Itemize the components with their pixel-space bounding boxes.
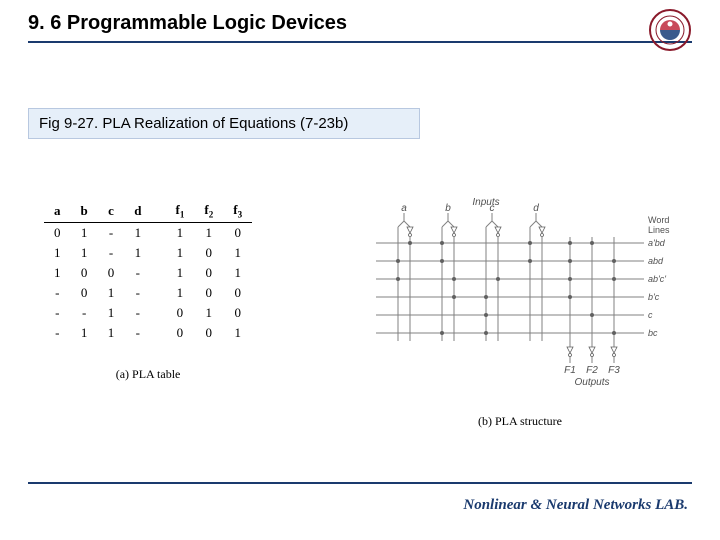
col-header: b [71, 200, 98, 222]
table-cell: 1 [165, 263, 194, 283]
footer-lab-name: Nonlinear & Neural Networks LAB. [463, 497, 688, 514]
table-cell: - [44, 323, 71, 343]
table-cell: 0 [194, 263, 223, 283]
svg-text:bc: bc [648, 328, 658, 338]
cell-gap [151, 243, 165, 263]
svg-text:Word: Word [648, 215, 669, 225]
svg-text:F3: F3 [608, 365, 620, 376]
table-cell: - [124, 263, 151, 283]
table-row: -01-100 [44, 283, 252, 303]
table-cell: 1 [98, 323, 125, 343]
table-row: 11-1101 [44, 243, 252, 263]
table-cell: 0 [44, 222, 71, 243]
table-cell: 0 [71, 283, 98, 303]
table-cell: 1 [223, 243, 252, 263]
table-cell: 0 [165, 303, 194, 323]
table-header-row: abcd f1f2f3 [44, 200, 252, 222]
table-block: abcdf1f2f3 01-111011-1101100-101-01-100-… [44, 200, 252, 382]
figure-caption-box: Fig 9-27. PLA Realization of Equations (… [28, 108, 420, 139]
table-caption: (a) PLA table [44, 367, 252, 382]
table-body: 01-111011-1101100-101-01-100--1-010-11-0… [44, 222, 252, 343]
col-gap [151, 200, 165, 222]
pla-structure-svg: Inputsabcda'bdabdab'c'b'ccbcWordLinesF1F… [360, 195, 680, 405]
svg-text:F2: F2 [586, 365, 598, 376]
table-cell: - [44, 303, 71, 323]
table-cell: - [98, 243, 125, 263]
table-cell: 1 [98, 303, 125, 323]
table-cell: 1 [165, 283, 194, 303]
table-cell: - [71, 303, 98, 323]
svg-text:Outputs: Outputs [574, 377, 609, 388]
table-cell: 0 [165, 323, 194, 343]
svg-text:F1: F1 [564, 365, 576, 376]
table-cell: 1 [98, 283, 125, 303]
table-cell: 0 [71, 263, 98, 283]
table-row: -11-001 [44, 323, 252, 343]
svg-text:a: a [401, 203, 407, 214]
svg-text:abd: abd [648, 256, 664, 266]
table-cell: 0 [223, 283, 252, 303]
table-cell: 1 [165, 222, 194, 243]
table-cell: 1 [194, 222, 223, 243]
svg-text:b'c: b'c [648, 292, 660, 302]
cell-gap [151, 303, 165, 323]
cell-gap [151, 323, 165, 343]
table-cell: - [44, 283, 71, 303]
footer-divider [28, 482, 692, 484]
pla-diagram: Inputsabcda'bdabdab'c'b'ccbcWordLinesF1F… [360, 195, 680, 429]
table-cell: 1 [71, 222, 98, 243]
table-cell: 1 [71, 323, 98, 343]
svg-text:a'bd: a'bd [648, 238, 666, 248]
table-cell: 1 [223, 263, 252, 283]
diagram-caption: (b) PLA structure [360, 414, 680, 429]
col-header: d [124, 200, 151, 222]
table-row: 01-1110 [44, 222, 252, 243]
table-row: --1-010 [44, 303, 252, 323]
svg-text:c: c [490, 203, 495, 214]
table-cell: 1 [44, 243, 71, 263]
table-cell: 1 [71, 243, 98, 263]
col-header: a [44, 200, 71, 222]
cell-gap [151, 283, 165, 303]
table-cell: 0 [194, 243, 223, 263]
page-title: 9. 6 Programmable Logic Devices [28, 12, 692, 41]
col-header: f3 [223, 200, 252, 222]
svg-text:ab'c': ab'c' [648, 274, 666, 284]
col-header: f2 [194, 200, 223, 222]
table-row: 100-101 [44, 263, 252, 283]
table-cell: - [124, 303, 151, 323]
svg-text:Lines: Lines [648, 225, 670, 235]
table-cell: 1 [194, 303, 223, 323]
table-cell: - [124, 323, 151, 343]
table-cell: 1 [44, 263, 71, 283]
table-cell: 0 [98, 263, 125, 283]
col-header: f1 [165, 200, 194, 222]
svg-text:d: d [533, 203, 539, 214]
col-header: c [98, 200, 125, 222]
table-cell: - [124, 283, 151, 303]
table-cell: - [98, 222, 125, 243]
figure-caption: Fig 9-27. PLA Realization of Equations (… [28, 108, 420, 139]
svg-text:b: b [445, 203, 451, 214]
svg-text:Inputs: Inputs [472, 197, 499, 208]
pla-table: abcdf1f2f3 01-111011-1101100-101-01-100-… [44, 200, 252, 343]
title-underline [28, 41, 692, 43]
header: 9. 6 Programmable Logic Devices [28, 12, 692, 43]
content: abcdf1f2f3 01-111011-1101100-101-01-100-… [44, 200, 252, 382]
table-cell: 1 [223, 323, 252, 343]
table-cell: 0 [223, 303, 252, 323]
svg-text:c: c [648, 310, 653, 320]
table-cell: 0 [194, 283, 223, 303]
table-cell: 1 [124, 243, 151, 263]
table-cell: 0 [194, 323, 223, 343]
table-cell: 1 [124, 222, 151, 243]
table-cell: 0 [223, 222, 252, 243]
cell-gap [151, 263, 165, 283]
cell-gap [151, 222, 165, 243]
university-logo [648, 8, 692, 52]
table-cell: 1 [165, 243, 194, 263]
